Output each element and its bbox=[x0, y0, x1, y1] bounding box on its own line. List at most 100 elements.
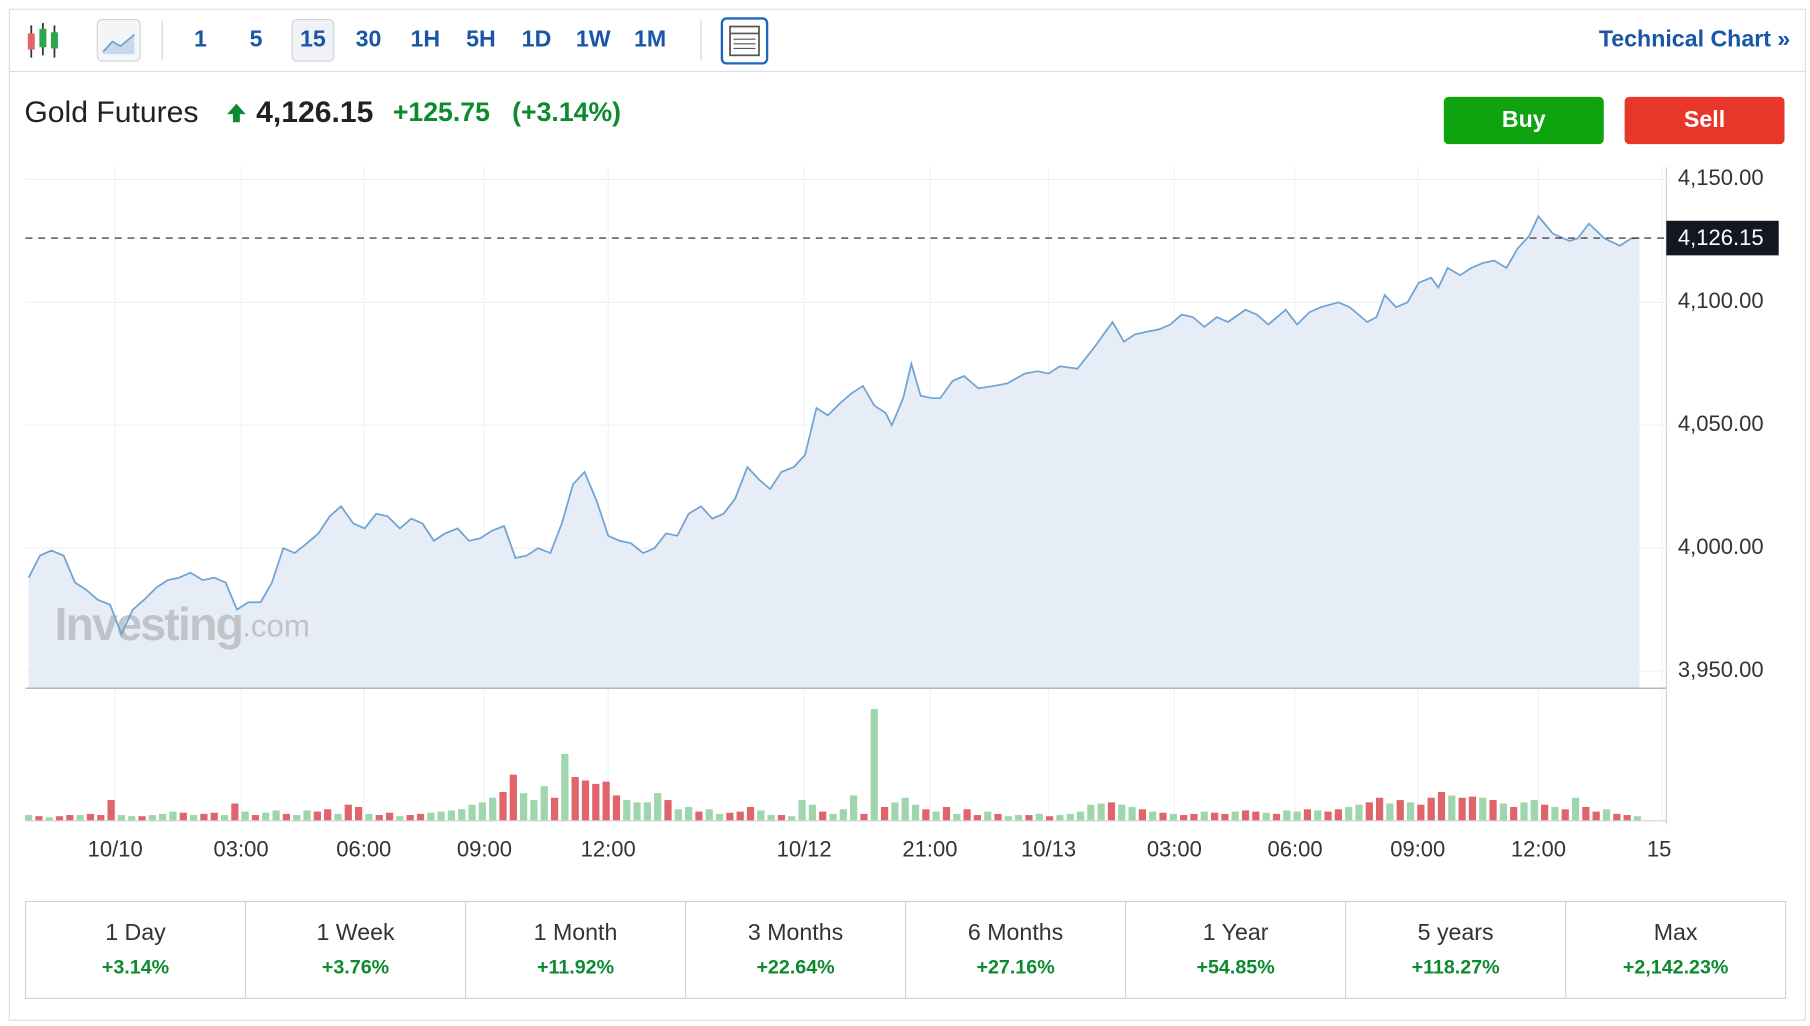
volume-bar bbox=[128, 816, 136, 821]
interval-button[interactable]: 15 bbox=[300, 25, 326, 51]
volume-bar bbox=[416, 813, 425, 821]
volume-bar bbox=[870, 708, 878, 821]
interval-button[interactable]: 1 bbox=[194, 25, 207, 51]
period-label[interactable]: 1 Day bbox=[105, 919, 166, 945]
volume-bar bbox=[1159, 812, 1167, 821]
y-tick-label: 3,950.00 bbox=[1678, 657, 1764, 682]
volume-bar bbox=[953, 813, 961, 821]
volume-bar bbox=[994, 813, 1002, 821]
period-change[interactable]: +3.76% bbox=[322, 957, 389, 979]
sell-label[interactable]: Sell bbox=[1684, 106, 1725, 132]
volume-bar bbox=[1272, 813, 1281, 821]
volume-bar bbox=[334, 813, 342, 821]
volume-bar bbox=[581, 780, 590, 821]
period-change[interactable]: +118.27% bbox=[1412, 957, 1500, 979]
technical-chart-link[interactable]: Technical Chart » bbox=[1599, 25, 1790, 51]
volume-bar bbox=[623, 800, 631, 821]
period-label[interactable]: 1 Month bbox=[534, 919, 618, 945]
volume-bar bbox=[1448, 795, 1456, 821]
volume-bar bbox=[1056, 815, 1064, 821]
period-label[interactable]: 3 Months bbox=[748, 919, 843, 945]
period-label[interactable]: 6 Months bbox=[968, 919, 1063, 945]
x-tick-label: 12:00 bbox=[581, 837, 636, 862]
volume-bar bbox=[179, 812, 187, 821]
period-change[interactable]: +54.85% bbox=[1196, 957, 1274, 979]
volume-bar bbox=[1437, 791, 1446, 821]
volume-bar bbox=[1210, 812, 1219, 821]
interval-button[interactable]: 1W bbox=[576, 25, 611, 51]
volume-bar bbox=[767, 815, 775, 821]
volume-bar bbox=[1004, 816, 1012, 821]
volume-bar bbox=[1406, 802, 1415, 821]
buy-label[interactable]: Buy bbox=[1502, 106, 1546, 132]
volume-bar bbox=[344, 804, 352, 821]
interval-button[interactable]: 1H bbox=[410, 25, 440, 51]
volume-bar bbox=[674, 809, 682, 821]
volume-bar bbox=[447, 810, 456, 821]
period-change[interactable]: +22.64% bbox=[756, 957, 834, 979]
interval-button[interactable]: 30 bbox=[356, 25, 382, 51]
volume-bar bbox=[35, 816, 43, 821]
interval-button[interactable]: 5 bbox=[250, 25, 263, 51]
volume-bar bbox=[1551, 806, 1559, 821]
volume-bar bbox=[1283, 810, 1291, 821]
period-label[interactable]: 1 Week bbox=[316, 919, 395, 945]
interval-button[interactable]: 5H bbox=[466, 25, 496, 51]
volume-bar bbox=[1293, 811, 1301, 821]
volume-bar bbox=[530, 800, 538, 821]
volume-bar bbox=[571, 776, 579, 821]
volume-bar bbox=[138, 816, 146, 821]
y-tick-label: 4,000.00 bbox=[1678, 534, 1764, 559]
volume-bar bbox=[148, 815, 156, 821]
period-change[interactable]: +3.14% bbox=[102, 957, 169, 979]
period-change[interactable]: +27.16% bbox=[976, 957, 1054, 979]
volume-bar bbox=[1355, 804, 1363, 821]
buy-button[interactable] bbox=[1443, 96, 1604, 145]
volume-bar bbox=[200, 813, 208, 821]
volume-bar bbox=[777, 815, 786, 821]
volume-bar bbox=[942, 806, 951, 821]
period-label[interactable]: 1 Year bbox=[1203, 919, 1269, 945]
volume-bar bbox=[901, 797, 909, 821]
volume-bar bbox=[303, 810, 311, 821]
period-change[interactable]: +2,142.23% bbox=[1623, 957, 1729, 979]
period-label[interactable]: 5 years bbox=[1418, 919, 1494, 945]
volume-bar bbox=[1324, 811, 1332, 821]
last-price-label: 4,126.15 bbox=[1678, 225, 1764, 250]
period-change[interactable]: +11.92% bbox=[537, 957, 614, 979]
volume-bar bbox=[726, 812, 734, 821]
x-tick-label: 12:00 bbox=[1511, 837, 1566, 862]
interval-button[interactable]: 1D bbox=[522, 25, 552, 51]
volume-bar bbox=[499, 791, 507, 821]
volume-bar bbox=[76, 815, 84, 821]
x-tick-label: 06:00 bbox=[1268, 837, 1323, 862]
sell-button[interactable] bbox=[1624, 96, 1785, 145]
volume-bar bbox=[1180, 815, 1188, 821]
volume-bar bbox=[1015, 815, 1023, 821]
volume-bar bbox=[973, 815, 982, 821]
volume-bar bbox=[1066, 813, 1074, 821]
volume-bar bbox=[478, 802, 486, 821]
volume-bar bbox=[922, 809, 930, 821]
volume-bar bbox=[241, 811, 249, 821]
interval-button[interactable]: 1M bbox=[634, 25, 666, 51]
toolbar: 1 5 15 30 1H 5H 1D 1W 1M bbox=[194, 19, 666, 62]
volume-bar bbox=[1582, 806, 1590, 821]
volume-bar bbox=[746, 806, 755, 821]
volume-bar bbox=[633, 802, 641, 821]
volume-bar bbox=[1510, 806, 1518, 821]
volume-bar bbox=[210, 812, 218, 821]
volume-bar bbox=[45, 817, 53, 821]
line-icon[interactable] bbox=[96, 19, 141, 62]
change-percent: (+3.14%) bbox=[512, 97, 621, 127]
period-label[interactable]: Max bbox=[1654, 919, 1698, 945]
layout-icon[interactable] bbox=[720, 17, 769, 65]
volume-bar bbox=[788, 816, 796, 821]
volume-bar bbox=[736, 811, 744, 821]
volume-bar bbox=[643, 802, 651, 821]
candle-icon[interactable] bbox=[27, 23, 58, 58]
volume-bar bbox=[1375, 797, 1384, 821]
volume-bar bbox=[437, 811, 445, 821]
volume-bar bbox=[159, 813, 167, 821]
